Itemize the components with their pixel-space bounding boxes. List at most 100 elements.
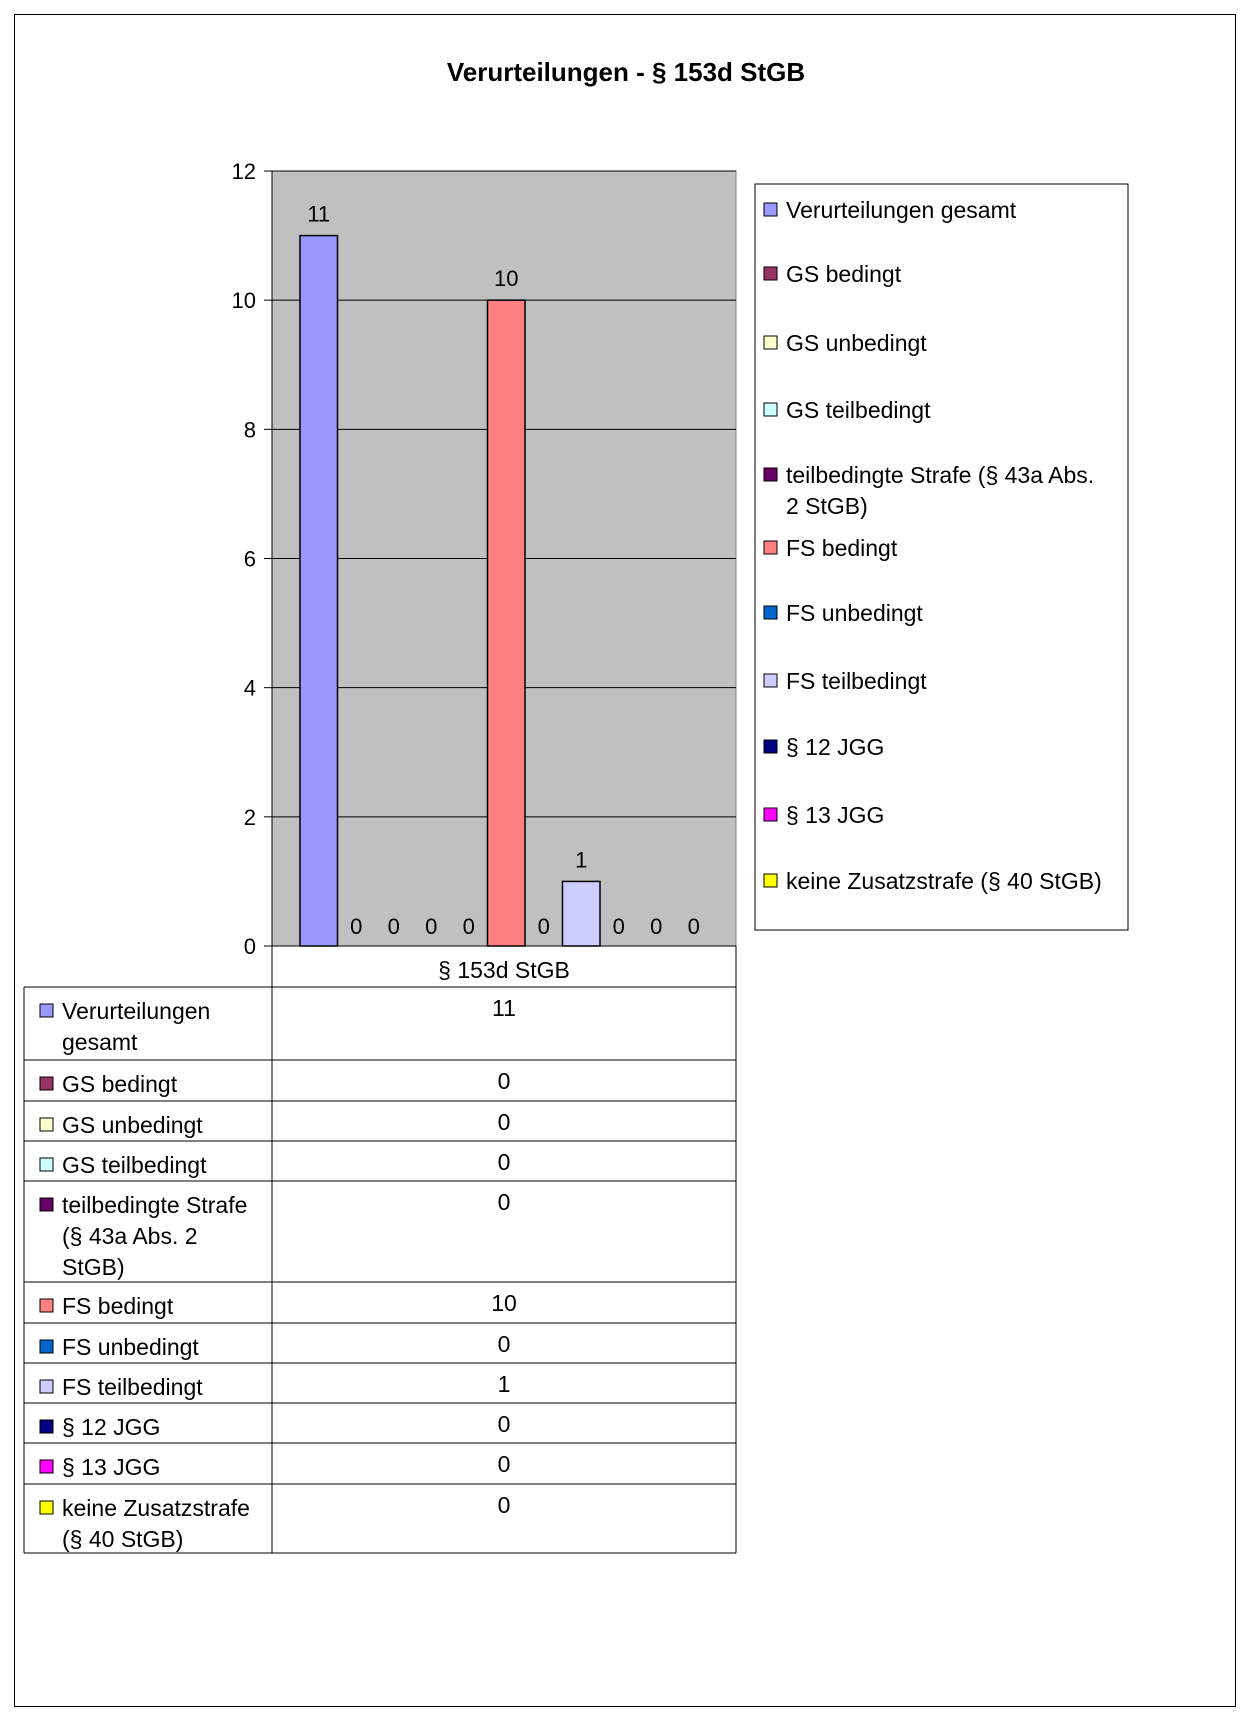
legend-entry-fs-bedingt: FS bedingt (763, 535, 898, 561)
legend-swatch (763, 266, 778, 281)
legend-label: FS bedingt (786, 535, 898, 561)
data-label-fs-unbedingt: 0 (538, 914, 550, 939)
legend-entry-gs-teilbedingt: GS teilbedingt (763, 397, 931, 423)
data-table: § 153d StGB Verurteilungen gesamt 11 GS bedi… (23, 946, 737, 1554)
table-row-label: StGB) (62, 1254, 125, 1280)
table-row: GS teilbedingt 0 (24, 1149, 736, 1182)
table-cell-value: 0 (498, 1109, 511, 1135)
table-row: teilbedingte Strafe (§ 43a Abs. 2 StGB) 0 (24, 1189, 736, 1283)
table-legend-swatch (39, 1003, 54, 1018)
legend-entry-12-jgg: § 12 JGG (763, 734, 884, 760)
table-legend-swatch (39, 1197, 54, 1212)
data-label-gs-unbedingt: 0 (388, 914, 400, 939)
table-row-label: FS bedingt (62, 1293, 174, 1319)
data-label-13-jgg: 0 (650, 914, 662, 939)
table-legend-swatch (39, 1379, 54, 1394)
table-row: FS teilbedingt 1 (24, 1371, 736, 1404)
chart-frame: Verurteilungen - § 153d StGB 0 2 4 6 8 10 12 11… (14, 14, 1236, 1707)
legend-label: Verurteilungen gesamt (786, 197, 1017, 223)
legend-box (754, 183, 1129, 931)
legend-label: § 12 JGG (786, 734, 884, 760)
table-legend-swatch (39, 1339, 54, 1354)
table-legend-swatch (39, 1419, 54, 1434)
legend-swatch (763, 605, 778, 620)
table-row: FS bedingt 10 (24, 1290, 736, 1324)
table-row: § 12 JGG 0 (24, 1411, 736, 1444)
table-cell-value: 1 (498, 1371, 511, 1397)
table-cell-value: 0 (498, 1331, 511, 1357)
legend-swatch (763, 467, 778, 482)
legend-entry-verurteilungen-gesamt: Verurteilungen gesamt (763, 197, 1017, 223)
data-label-teilbedingte-strafe-43a-abs-2-stgb: 0 (463, 914, 475, 939)
y-tick-label: 4 (244, 676, 256, 701)
table-row-label: gesamt (62, 1029, 138, 1055)
legend: Verurteilungen gesamt GS bedingt GS unbedi… (754, 183, 1129, 931)
data-label-gs-teilbedingt: 0 (425, 914, 437, 939)
table-row-label: (§ 40 StGB) (62, 1526, 183, 1552)
data-label-keine-zusatzstrafe-40-stgb: 0 (688, 914, 700, 939)
table-cell-value: 0 (498, 1451, 511, 1477)
legend-entry-fs-unbedingt: FS unbedingt (763, 600, 923, 626)
table-row-label: GS unbedingt (62, 1112, 203, 1138)
table-cell-value: 11 (492, 995, 516, 1021)
legend-entry-teilbedingte-strafe-43a-abs-2-stgb: teilbedingte Strafe (§ 43a Abs. 2 StGB) (763, 462, 1094, 519)
legend-label: GS unbedingt (786, 330, 927, 356)
table-row: keine Zusatzstrafe (§ 40 StGB) 0 (24, 1492, 736, 1554)
data-label-verurteilungen-gesamt: 11 (307, 202, 330, 227)
legend-label: § 13 JGG (786, 802, 884, 828)
table-legend-swatch (39, 1076, 54, 1091)
y-tick-label: 2 (244, 805, 256, 830)
table-row-label: teilbedingte Strafe (62, 1192, 247, 1218)
legend-entry-gs-bedingt: GS bedingt (763, 261, 902, 287)
legend-label: FS teilbedingt (786, 668, 927, 694)
y-tick-label: 6 (244, 547, 256, 572)
table-legend-swatch (39, 1500, 54, 1515)
data-label-gs-bedingt: 0 (350, 914, 362, 939)
table-row-label: GS bedingt (62, 1071, 178, 1097)
legend-swatch (763, 335, 778, 350)
table-legend-swatch (39, 1157, 54, 1172)
table-row-label: keine Zusatzstrafe (62, 1495, 250, 1521)
table-cell-value: 0 (498, 1068, 511, 1094)
table-row: FS unbedingt 0 (24, 1331, 736, 1364)
table-legend-swatch (39, 1298, 54, 1313)
table-row-label: (§ 43a Abs. 2 (62, 1223, 198, 1249)
data-label-12-jgg: 0 (613, 914, 625, 939)
legend-entry-fs-teilbedingt: FS teilbedingt (763, 668, 927, 694)
legend-swatch (763, 873, 778, 888)
table-legend-swatch (39, 1117, 54, 1132)
bar-fs-bedingt (486, 299, 526, 947)
table-cell-value: 0 (498, 1411, 511, 1437)
table-cell-value: 0 (498, 1149, 511, 1175)
table-row-label: FS teilbedingt (62, 1374, 203, 1400)
chart-title: Verurteilungen - § 153d StGB (447, 57, 805, 87)
legend-swatch (763, 202, 778, 217)
data-label-fs-bedingt: 10 (494, 266, 518, 291)
table-row-label: § 12 JGG (62, 1414, 160, 1440)
table-row-label: GS teilbedingt (62, 1152, 207, 1178)
y-tick-label: 10 (232, 288, 256, 313)
table-row: Verurteilungen gesamt 11 (24, 995, 736, 1061)
legend-label: FS unbedingt (786, 600, 923, 626)
bar-fs-teilbedingt (561, 880, 601, 947)
legend-entry-gs-unbedingt: GS unbedingt (763, 330, 927, 356)
legend-swatch (763, 540, 778, 555)
legend-label: keine Zusatzstrafe (§ 40 StGB) (786, 868, 1102, 894)
legend-entry-13-jgg: § 13 JGG (763, 802, 884, 828)
y-tick-label: 12 (232, 159, 256, 184)
legend-swatch (763, 739, 778, 754)
legend-swatch (763, 807, 778, 822)
table-legend-swatch (39, 1459, 54, 1474)
y-tick-label: 8 (244, 417, 256, 442)
table-row-label: FS unbedingt (62, 1334, 199, 1360)
table-row-label: Verurteilungen (62, 998, 210, 1024)
legend-entry-keine-zusatzstrafe-40-stgb: keine Zusatzstrafe (§ 40 StGB) (763, 868, 1102, 894)
table-cell-value: 0 (498, 1492, 511, 1518)
legend-swatch (763, 673, 778, 688)
chart-svg: Verurteilungen - § 153d StGB 02468101211… (23, 57, 1129, 1554)
legend-label: GS teilbedingt (786, 397, 931, 423)
y-tick-label: 0 (244, 934, 256, 959)
bar-verurteilungen-gesamt (299, 234, 339, 947)
table-row-label: § 13 JGG (62, 1454, 160, 1480)
table-cell-value: 0 (498, 1189, 511, 1215)
